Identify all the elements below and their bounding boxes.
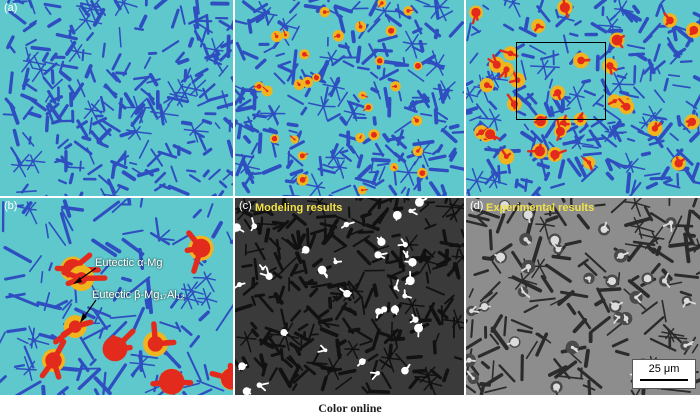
panel-middle-stage [235, 0, 464, 196]
panel-label-b: (b) [4, 200, 18, 212]
figure-caption: Color online [318, 401, 382, 415]
microstructure-map [235, 198, 464, 395]
experimental-results-label: Experimental results [486, 202, 595, 214]
panel-label-d: (d) [470, 200, 484, 212]
sem-micrograph [466, 198, 700, 395]
modeling-results-label: Modeling results [255, 202, 343, 214]
panel-label-c: (c) [239, 200, 252, 212]
scale-bar-line [640, 379, 688, 381]
panel-label-a: (a) [4, 2, 18, 14]
panel-a-early-stage: (a) [0, 0, 233, 196]
scale-bar: 25 μm [632, 359, 696, 389]
panel-c-modeling: (c) Modeling results [235, 198, 464, 395]
microstructure-map [0, 198, 233, 395]
microstructure-map [0, 0, 233, 196]
panel-late-stage [466, 0, 700, 196]
zoom-box [516, 42, 606, 120]
panel-b-zoom: (b) Eutectic α-Mg Eutectic β-Mg₁₇Al₁₂ [0, 198, 233, 395]
microstructure-map [466, 0, 700, 196]
annotation-eutectic-beta: Eutectic β-Mg₁₇Al₁₂ [92, 289, 185, 301]
microstructure-map [235, 0, 464, 196]
panel-d-experimental: (d) Experimental results 25 μm [466, 198, 700, 395]
scale-bar-text: 25 μm [648, 363, 680, 375]
annotation-arrows [73, 267, 97, 323]
annotation-eutectic-alpha: Eutectic α-Mg [95, 257, 163, 269]
